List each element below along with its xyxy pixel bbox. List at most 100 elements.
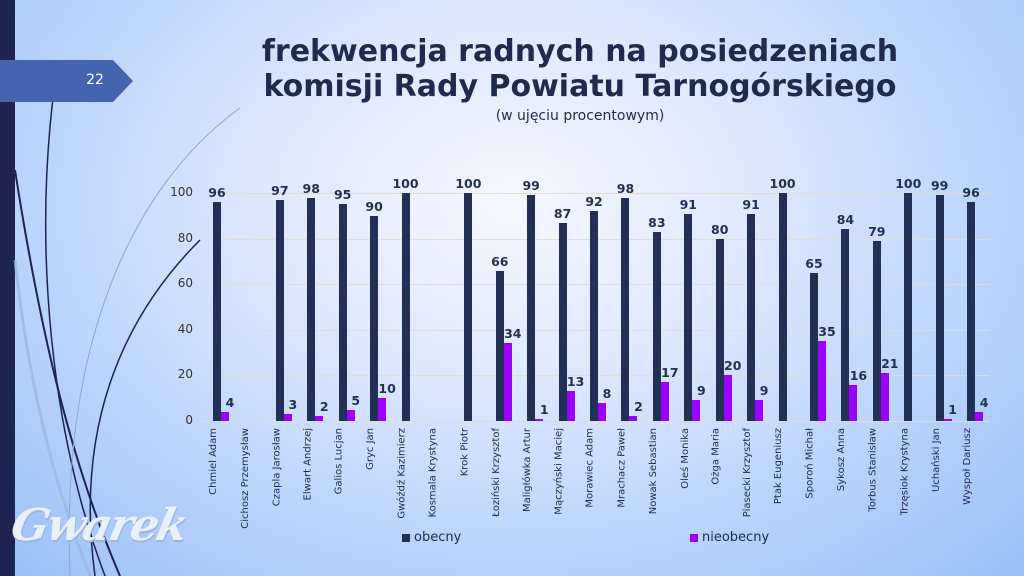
x-axis-category-label: Gwóźdź Kazimierz (396, 428, 408, 519)
data-label-obecny: 100 (769, 176, 796, 191)
x-axis-category: Cichosz Przemysław (239, 428, 260, 538)
bar-obecny (778, 193, 787, 421)
data-label-obecny: 98 (302, 180, 320, 196)
data-label-obecny: 87 (553, 205, 572, 221)
data-label-nieobecny: 9 (759, 383, 769, 399)
data-label-obecny: 66 (491, 253, 509, 269)
bar-nieobecny (880, 373, 889, 421)
y-axis-tick-label: 20 (177, 367, 193, 382)
x-axis-category-label: Mączyński Maciej (553, 428, 565, 515)
data-label-obecny: 84 (836, 212, 855, 228)
bar-obecny (370, 215, 379, 421)
bar-nieobecny (723, 375, 732, 421)
x-axis-category: Ptak Eugeniusz (773, 428, 795, 538)
x-axis-category-label: Torbus Stanisław (867, 428, 879, 512)
data-label-nieobecny: 20 (724, 358, 742, 374)
bar-obecny (872, 240, 881, 421)
x-axis-category: Morawiec Adam (585, 428, 606, 538)
data-label-obecny: 96 (208, 185, 226, 201)
bar-nieobecny (817, 341, 826, 421)
bar-nieobecny (283, 414, 292, 421)
bar-nieobecny (660, 382, 669, 421)
x-axis-category-label: Cichosz Przemysław (239, 428, 251, 529)
x-axis-category-label: Sporoń Michał (804, 428, 816, 499)
bar-obecny (621, 197, 630, 421)
x-axis-category-label: Oleś Monika (679, 428, 691, 489)
bar-obecny (307, 197, 316, 421)
bar-obecny (967, 202, 976, 421)
x-axis-category: Kosmala Krystyna (428, 428, 449, 538)
bar-nieobecny (221, 411, 229, 421)
bar-nieobecny (629, 416, 638, 421)
data-label-obecny: 95 (333, 187, 352, 203)
x-axis-category-label: Ożga Maria (710, 428, 722, 485)
data-label-obecny: 100 (392, 176, 419, 191)
bar-obecny (652, 231, 661, 421)
x-axis-category: Krok Piotr (459, 428, 480, 538)
data-label-nieobecny: 9 (696, 383, 706, 399)
x-axis-category: Sporoń Michał (804, 428, 826, 538)
data-label-obecny: 92 (585, 194, 603, 210)
x-axis-category: Nowak Sebastian (647, 428, 669, 538)
bar-nieobecny (315, 416, 324, 421)
data-label-nieobecny: 4 (979, 394, 989, 410)
data-label-nieobecny: 8 (602, 385, 612, 401)
data-label-nieobecny: 10 (378, 381, 396, 397)
data-label-obecny: 79 (868, 223, 886, 239)
x-axis-category: Elwart Andrzej (302, 428, 323, 538)
bar-obecny (527, 195, 536, 421)
bar-nieobecny (692, 400, 701, 421)
bar-nieobecny (943, 418, 952, 421)
x-axis-category-label: Trzęsiok Krystyna (899, 428, 911, 516)
x-axis-category: Maligłówka Artur (522, 428, 543, 538)
data-label-obecny: 100 (895, 176, 922, 191)
data-label-obecny: 96 (962, 185, 980, 201)
legend-swatch-obecny (402, 533, 410, 542)
x-axis-category-label: Ptak Eugeniusz (773, 428, 785, 505)
bar-nieobecny (566, 391, 575, 421)
bar-nieobecny (503, 343, 512, 421)
y-axis-tick-label: 0 (185, 413, 193, 427)
x-axis-category-label: Maligłówka Artur (522, 428, 534, 513)
bar-obecny (841, 229, 850, 421)
legend-label-nieobecny: nieobecny (702, 530, 770, 545)
data-label-nieobecny: 34 (504, 326, 522, 342)
page-subtitle: (w ujęciu procentowym) (495, 108, 665, 124)
bar-nieobecny (598, 402, 607, 421)
bar-obecny (935, 195, 944, 421)
title-line-2: komisji Rady Powiatu Tarnogórskiego (263, 69, 897, 104)
data-label-obecny: 91 (742, 196, 760, 212)
data-label-obecny: 100 (455, 176, 482, 191)
x-axis-category: Mączyński Maciej (553, 428, 575, 538)
bar-nieobecny (975, 411, 984, 421)
y-axis-tick-label: 100 (170, 185, 193, 199)
bar-obecny (338, 204, 347, 421)
slide-number: 22 (86, 72, 104, 88)
data-label-nieobecny: 2 (634, 399, 643, 415)
x-axis-category: Torbus Stanisław (867, 428, 889, 538)
data-label-obecny: 83 (648, 214, 666, 230)
slide-number-tab (0, 60, 133, 102)
x-axis-category: Uchański Jan (931, 428, 952, 538)
legend-item-nieobecny: nieobecny (690, 530, 769, 545)
bar-obecny (715, 238, 724, 421)
left-decorative-strip (0, 0, 15, 576)
data-label-obecny: 97 (271, 182, 289, 198)
data-label-nieobecny: 13 (566, 374, 585, 390)
x-axis-category-label: Nowak Sebastian (647, 428, 659, 515)
x-axis-category: Trzęsiok Krystyna (899, 428, 920, 538)
bar-nieobecny (849, 384, 858, 421)
bar-nieobecny (378, 398, 387, 421)
bar-obecny (684, 213, 693, 421)
bar-obecny (495, 270, 504, 421)
data-label-obecny: 99 (522, 178, 540, 194)
x-axis-category-label: Łoziński Krzysztof (490, 428, 502, 517)
data-label-nieobecny: 1 (948, 401, 957, 417)
bar-nieobecny (535, 418, 544, 421)
bar-obecny (275, 199, 284, 421)
bar-obecny (809, 272, 818, 421)
y-axis-tick-label: 60 (177, 276, 193, 291)
x-axis-category: Oleś Monika (679, 428, 700, 538)
bar-obecny (401, 193, 410, 421)
